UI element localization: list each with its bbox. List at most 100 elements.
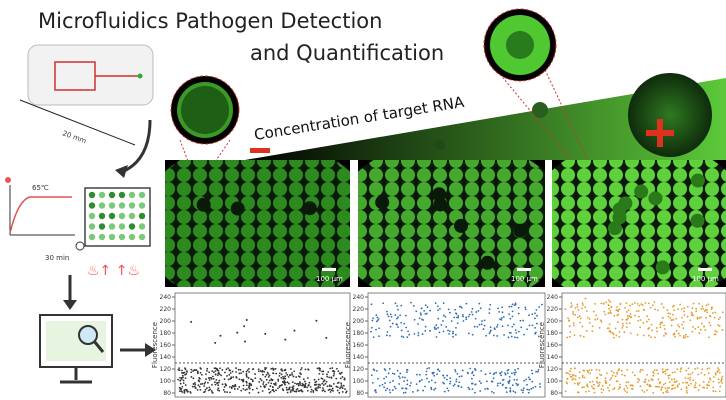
dot: [531, 324, 534, 327]
dot: [189, 390, 192, 393]
dot: [214, 341, 217, 344]
dot: [577, 383, 580, 386]
dark-droplet: [690, 173, 705, 188]
dot: [406, 383, 409, 386]
micrograph: 100 µm: [358, 160, 545, 287]
dot: [650, 378, 653, 381]
dot: [442, 314, 445, 317]
dot: [697, 326, 700, 329]
dot: [403, 322, 406, 325]
dot: [650, 323, 653, 326]
dot: [199, 367, 202, 369]
dot: [495, 371, 498, 374]
dot: [569, 376, 572, 378]
dot: [695, 310, 698, 313]
dot: [265, 383, 268, 386]
dot: [638, 379, 641, 381]
dot: [589, 372, 592, 375]
dot: [673, 332, 676, 335]
dot: [256, 387, 258, 390]
y-tick-label: 80: [550, 390, 558, 397]
dot: [602, 389, 605, 391]
y-tick-label: 240: [160, 294, 172, 301]
dot: [537, 335, 540, 338]
dot: [407, 330, 409, 333]
dot: [257, 368, 260, 371]
dot: [465, 302, 468, 305]
dot: [208, 386, 211, 389]
dot: [178, 367, 180, 370]
dot: [330, 389, 333, 392]
dot: [477, 310, 480, 312]
dot: [656, 309, 659, 312]
dot: [572, 322, 575, 325]
dot: [262, 373, 264, 376]
dot: [340, 384, 343, 387]
dot: [698, 384, 701, 387]
dot: [340, 382, 343, 385]
dot: [229, 378, 232, 380]
dot: [708, 367, 711, 370]
dot: [418, 317, 421, 320]
dot: [568, 373, 571, 376]
dot: [572, 310, 575, 313]
dot: [536, 370, 539, 373]
dot: [284, 338, 287, 341]
dot: [690, 311, 693, 314]
dot: [278, 375, 281, 377]
dot: [186, 370, 188, 373]
dot: [625, 384, 628, 387]
dot: [610, 306, 613, 309]
dot: [258, 381, 261, 383]
dot: [577, 309, 580, 311]
title-line-2: and Quantification: [250, 41, 444, 65]
dot: [447, 389, 450, 392]
dot: [268, 391, 271, 394]
y-axis-label: Fluorescence: [344, 322, 352, 368]
dot: [511, 315, 514, 318]
dot: [467, 386, 470, 389]
dot: [290, 389, 293, 392]
dot: [626, 387, 629, 390]
dot: [652, 372, 655, 375]
dot: [641, 389, 644, 392]
dot: [530, 387, 533, 390]
dot: [471, 333, 474, 336]
dot: [607, 327, 610, 330]
dot: [670, 324, 673, 327]
dot: [677, 332, 680, 335]
dot: [410, 382, 412, 384]
dot: [655, 327, 658, 329]
dot: [496, 335, 499, 337]
dot: [179, 379, 182, 382]
dark-droplet: [230, 201, 245, 216]
dot: [534, 327, 537, 329]
dot: [528, 324, 531, 327]
dot: [683, 310, 685, 313]
dark-droplet: [433, 197, 448, 212]
dot: [696, 317, 699, 320]
dot: [372, 317, 375, 320]
dot: [442, 330, 445, 333]
time: 30 min: [45, 254, 69, 262]
dot: [593, 383, 595, 386]
dot: [433, 374, 436, 377]
dot: [214, 370, 217, 372]
dot: [639, 326, 641, 329]
dot: [225, 384, 227, 387]
dot: [242, 370, 245, 373]
dot: [304, 380, 306, 383]
dot: [585, 329, 588, 332]
dot: [283, 381, 286, 384]
dot: [719, 385, 722, 388]
dot: [207, 381, 209, 384]
dot: [604, 377, 607, 380]
virus: [532, 102, 548, 118]
dark-droplet: [432, 187, 447, 202]
dot: [660, 388, 663, 391]
dot: [299, 381, 301, 384]
dot: [689, 319, 692, 322]
dot: [453, 316, 456, 319]
dot: [223, 386, 226, 388]
dot: [489, 303, 492, 306]
